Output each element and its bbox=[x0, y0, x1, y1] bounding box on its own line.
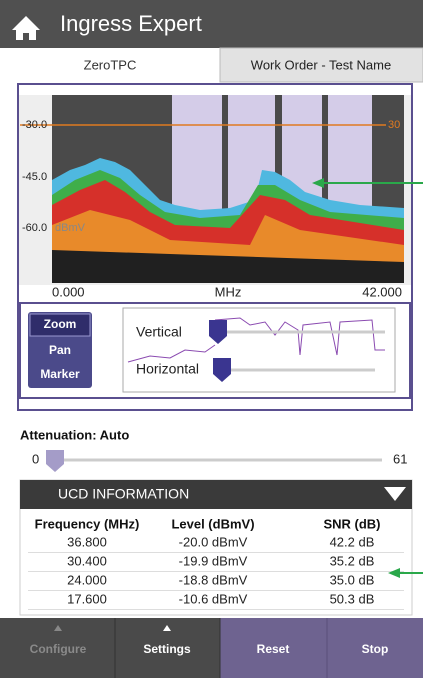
tab-label: ZeroTPC bbox=[84, 57, 137, 72]
slider-handle[interactable] bbox=[46, 450, 64, 472]
menu-indicator bbox=[163, 625, 171, 631]
table-cell: 35.0 dB bbox=[330, 572, 375, 587]
y-unit: dBmV bbox=[55, 222, 86, 234]
slider-handle[interactable] bbox=[209, 320, 227, 344]
table-cell: 50.3 dB bbox=[330, 591, 375, 606]
slider-label: Horizontal bbox=[136, 361, 199, 377]
tab-inactive[interactable] bbox=[219, 47, 423, 83]
table-cell: -10.6 dBmV bbox=[179, 591, 248, 606]
column-header: SNR (dB) bbox=[323, 516, 380, 531]
toolbar-button-bg[interactable] bbox=[327, 618, 423, 678]
toolbar-button[interactable]: Configure bbox=[30, 642, 87, 656]
slider-min: 0 bbox=[32, 451, 39, 466]
mode-button-selected[interactable] bbox=[29, 313, 91, 337]
arrow-head bbox=[388, 568, 400, 578]
table-cell: 35.2 dB bbox=[330, 553, 375, 568]
toolbar-button-bg[interactable] bbox=[220, 618, 327, 678]
toolbar-button[interactable]: Reset bbox=[257, 642, 290, 656]
toolbar-button[interactable]: Settings bbox=[143, 642, 191, 656]
column-header: Frequency (MHz) bbox=[35, 516, 140, 531]
app-title: Ingress Expert bbox=[60, 11, 202, 36]
callout-arrow bbox=[312, 178, 423, 578]
table-cell: 36.800 bbox=[67, 534, 107, 549]
y-label: -30.0 bbox=[22, 119, 47, 131]
mini-trace bbox=[214, 317, 385, 356]
slider-max: 61 bbox=[393, 451, 407, 466]
attenuation-label: Attenuation: Auto bbox=[20, 427, 129, 442]
toolbar-button[interactable]: Stop bbox=[362, 642, 389, 656]
table-cell: 24.000 bbox=[67, 572, 107, 587]
table-cell: -20.0 dBmV bbox=[179, 534, 248, 549]
home-icon[interactable] bbox=[12, 16, 40, 40]
threshold-label: 30 bbox=[388, 119, 400, 131]
mode-button[interactable]: Marker bbox=[40, 367, 80, 381]
arrow-head bbox=[312, 178, 324, 188]
table-cell: 17.600 bbox=[67, 591, 107, 606]
table-cell: 30.400 bbox=[67, 553, 107, 568]
ucd-table: Frequency (MHz) Level (dBmV) SNR (dB) 36.80… bbox=[28, 516, 404, 610]
slider-label: Vertical bbox=[136, 324, 182, 340]
table-cell: -19.9 dBmV bbox=[179, 553, 248, 568]
ucd-title: UCD INFORMATION bbox=[58, 486, 189, 502]
spectrum-layer bbox=[52, 250, 404, 283]
slider-box bbox=[122, 307, 396, 393]
table-cell: -18.8 dBmV bbox=[179, 572, 248, 587]
y-label: -45.0 bbox=[22, 171, 47, 183]
collapse-icon[interactable] bbox=[384, 487, 406, 501]
x-label: 42.000 bbox=[362, 284, 402, 299]
x-unit: MHz bbox=[215, 284, 242, 299]
mode-button[interactable]: Pan bbox=[49, 343, 71, 357]
menu-indicator bbox=[54, 625, 62, 631]
tab-active[interactable] bbox=[0, 48, 220, 82]
ucd-header[interactable] bbox=[20, 480, 412, 509]
spectrum-trace bbox=[52, 158, 404, 283]
x-label: 0.000 bbox=[52, 284, 85, 299]
mode-button[interactable]: Zoom bbox=[44, 317, 77, 331]
table-cell: 42.2 dB bbox=[330, 534, 375, 549]
y-label: -60.0 bbox=[22, 222, 47, 234]
column-header: Level (dBmV) bbox=[171, 516, 254, 531]
mini-trace bbox=[127, 344, 216, 363]
slider-handle[interactable] bbox=[213, 358, 231, 382]
header-bar bbox=[0, 0, 423, 48]
tab-label: Work Order - Test Name bbox=[251, 57, 391, 72]
